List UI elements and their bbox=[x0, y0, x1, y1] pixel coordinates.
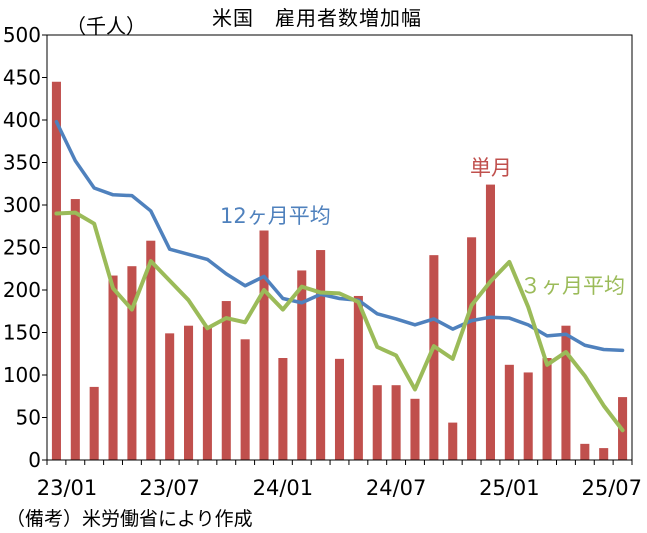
bar-24/07 bbox=[391, 385, 401, 460]
bar-23/11 bbox=[240, 339, 250, 460]
bar-24/12 bbox=[485, 184, 495, 460]
bar-23/12 bbox=[259, 230, 269, 460]
bar-25/01 bbox=[504, 364, 514, 460]
y-tick-label: 200 bbox=[3, 278, 41, 302]
bar-24/03 bbox=[316, 250, 326, 460]
bar-23/08 bbox=[184, 325, 194, 460]
y-tick-label: 400 bbox=[3, 108, 41, 132]
x-tick-label: 25/01 bbox=[479, 476, 540, 500]
bar-23/03 bbox=[89, 386, 99, 460]
bar-24/05 bbox=[353, 295, 363, 460]
bar-23/10 bbox=[221, 301, 231, 460]
bar-25/05 bbox=[580, 443, 590, 460]
y-tick-label: 50 bbox=[16, 406, 41, 430]
chart-title: 米国 雇用者数増加幅 bbox=[212, 6, 422, 30]
source-note: （備考）米労働省により作成 bbox=[6, 508, 253, 530]
y-tick-label: 350 bbox=[3, 151, 41, 175]
y-tick-label: 250 bbox=[3, 236, 41, 260]
y-tick-label: 300 bbox=[3, 193, 41, 217]
axes-layer: 0 50 100 150 200 250 300 350 400 450 500 23/01 23/07… bbox=[3, 23, 642, 500]
bar-25/03 bbox=[542, 358, 552, 460]
x-tick-label: 25/07 bbox=[581, 476, 642, 500]
x-tick-label: 24/01 bbox=[253, 476, 314, 500]
series-label-avg3: ３ヶ月平均 bbox=[520, 274, 625, 298]
x-tick-label: 23/01 bbox=[37, 476, 98, 500]
bar-23/01 bbox=[51, 81, 61, 460]
series-line-avg3 bbox=[54, 210, 625, 433]
series-labels-layer: 単月 12ヶ月平均 ３ヶ月平均 bbox=[220, 156, 625, 298]
series-label-avg12: 12ヶ月平均 bbox=[220, 204, 331, 228]
bar-23/07 bbox=[165, 333, 175, 460]
bar-24/09 bbox=[429, 255, 439, 460]
bar-23/05 bbox=[127, 266, 137, 460]
x-tick-label: 24/07 bbox=[366, 476, 427, 500]
y-tick-label: 500 bbox=[3, 23, 41, 47]
bar-24/01 bbox=[278, 358, 288, 460]
bar-24/02 bbox=[297, 270, 307, 460]
y-tick-label: 100 bbox=[3, 363, 41, 387]
bar-25/02 bbox=[523, 372, 533, 460]
bar-23/02 bbox=[70, 199, 80, 461]
bar-23/06 bbox=[146, 240, 156, 460]
bar-24/08 bbox=[410, 398, 420, 460]
y-tick-label: 0 bbox=[28, 448, 41, 472]
bar-25/06 bbox=[599, 448, 609, 460]
y-axis-unit-label: （千人） bbox=[66, 14, 146, 38]
bars-layer bbox=[51, 81, 628, 461]
lines-layer bbox=[54, 119, 625, 433]
bar-23/04 bbox=[108, 275, 118, 460]
bar-23/09 bbox=[202, 326, 212, 460]
bar-24/11 bbox=[467, 237, 477, 460]
bar-24/10 bbox=[448, 422, 458, 460]
bar-24/06 bbox=[372, 385, 382, 460]
bar-25/04 bbox=[561, 325, 571, 460]
y-tick-label: 150 bbox=[3, 321, 41, 345]
bar-24/04 bbox=[334, 358, 345, 460]
y-tick-label: 450 bbox=[3, 66, 41, 90]
series-label-bar: 単月 bbox=[470, 156, 512, 180]
x-tick-label: 23/07 bbox=[139, 476, 200, 500]
series-line-avg12 bbox=[54, 119, 625, 353]
